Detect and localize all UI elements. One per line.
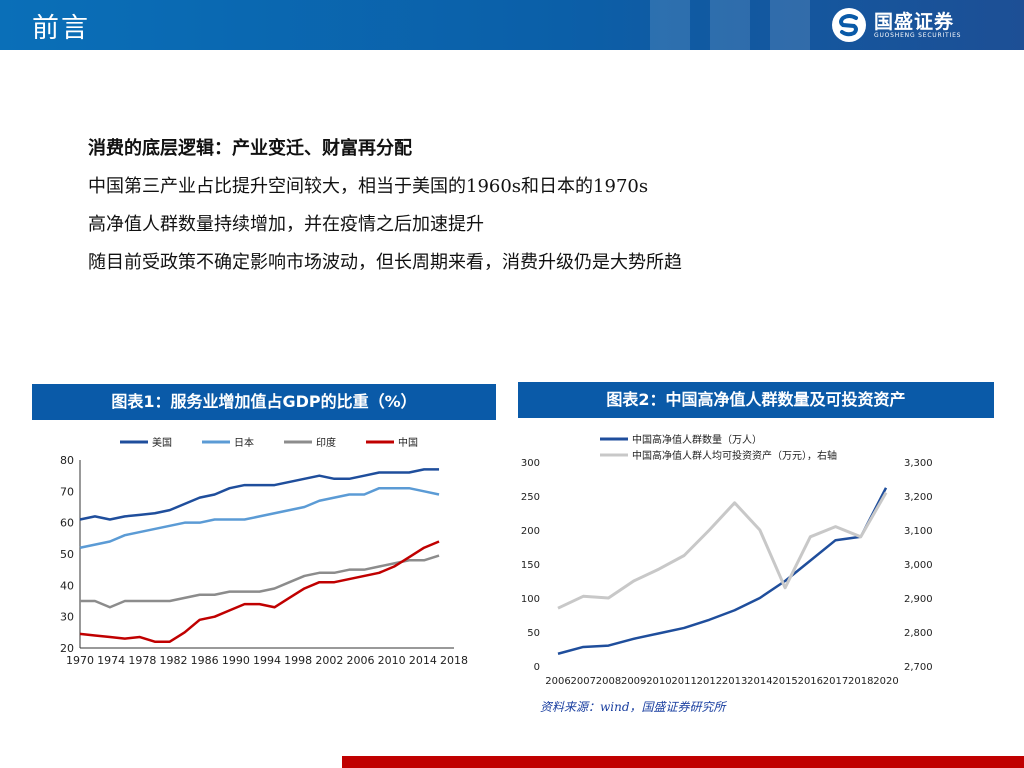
y-right-tick-label: 2,900 <box>904 594 933 605</box>
logo-emblem-icon <box>832 8 866 42</box>
legend-label: 美国 <box>152 436 172 449</box>
header-bar: 前言 国盛证券 GUOSHENG SECURITIES <box>0 0 1024 50</box>
x-tick-label: 1998 <box>284 654 312 667</box>
bottom-accent-bar <box>342 756 1024 768</box>
y-left-tick-label: 100 <box>521 594 540 605</box>
legend-label: 印度 <box>316 436 336 449</box>
x-tick-label: 2014 <box>747 676 772 687</box>
series-line-美国 <box>79 468 440 521</box>
x-tick-label: 1982 <box>160 654 188 667</box>
chart2-high-net-worth: 0 50 100 150 200 250 300 2,700 2,800 2,900 3,000 3,… <box>521 433 933 687</box>
x-tick-label: 2014 <box>409 654 437 667</box>
bullet-item: 高净值人群数量持续增加，并在疫情之后加速提升 <box>88 214 484 235</box>
y-tick-label: 30 <box>60 611 74 624</box>
x-tick-label: 2016 <box>798 676 823 687</box>
x-tick-label: 2017 <box>823 676 848 687</box>
y-tick-label: 50 <box>60 548 74 561</box>
x-tick-label: 2002 <box>315 654 343 667</box>
y-tick-label: 70 <box>60 485 74 498</box>
x-tick-label: 2006 <box>347 654 375 667</box>
x-tick-label: 2011 <box>671 676 696 687</box>
x-tick-label: 2009 <box>621 676 646 687</box>
y-left-tick-label: 300 <box>521 458 540 469</box>
y-left-tick-label: 0 <box>534 662 540 673</box>
x-tick-label: 1974 <box>97 654 125 667</box>
logo-name: 国盛证券 <box>874 11 955 33</box>
x-tick-label: 2006 <box>545 676 570 687</box>
y-left-tick-label: 50 <box>527 628 540 639</box>
x-tick-label: 1986 <box>191 654 219 667</box>
x-tick-label: 2015 <box>772 676 797 687</box>
y-right-tick-label: 3,300 <box>904 458 933 469</box>
series-line-中国 <box>79 540 440 643</box>
y-left-tick-label: 200 <box>521 526 540 537</box>
y-right-tick-label: 3,200 <box>904 492 933 503</box>
y-right-tick-label: 3,000 <box>904 560 933 571</box>
bullet-item: 随目前受政策不确定影响市场波动，但长周期来看，消费升级仍是大势所趋 <box>88 252 682 273</box>
x-tick-label: 1994 <box>253 654 281 667</box>
y-left-tick-label: 150 <box>521 560 540 571</box>
x-tick-label: 2007 <box>571 676 596 687</box>
company-logo: 国盛证券 GUOSHENG SECURITIES <box>826 4 1016 46</box>
legend-label: 中国高净值人群数量（万人） <box>632 433 762 446</box>
header-watermark-shape <box>650 0 810 50</box>
y-tick-label: 80 <box>60 454 74 467</box>
x-tick-label: 1970 <box>66 654 94 667</box>
source-note: 资料来源：wind，国盛证券研究所 <box>540 700 726 714</box>
y-tick-label: 20 <box>60 642 74 655</box>
logo-subtitle: GUOSHENG SECURITIES <box>874 32 962 39</box>
x-tick-label: 2010 <box>646 676 671 687</box>
bullet-item: 消费的底层逻辑：产业变迁、财富再分配 <box>88 138 412 159</box>
x-tick-label: 1978 <box>128 654 156 667</box>
bullet-item: 中国第三产业占比提升空间较大，相当于美国的1960s和日本的1970s <box>88 176 649 197</box>
legend-label: 中国 <box>398 436 418 449</box>
y-tick-label: 60 <box>60 517 74 530</box>
x-tick-label: 2020 <box>873 676 898 687</box>
series-line-印度 <box>80 554 440 609</box>
y-left-tick-label: 250 <box>521 492 540 503</box>
bullet-list: 消费的底层逻辑：产业变迁、财富再分配 中国第三产业占比提升空间较大，相当于美国的… <box>88 130 682 282</box>
x-tick-label: 2012 <box>697 676 722 687</box>
x-tick-label: 2008 <box>596 676 621 687</box>
x-tick-label: 2018 <box>440 654 468 667</box>
series-line-日本 <box>79 486 440 549</box>
x-tick-label: 1990 <box>222 654 250 667</box>
series-line-right <box>557 491 888 610</box>
x-tick-label: 2018 <box>848 676 873 687</box>
y-tick-label: 40 <box>60 579 74 592</box>
x-tick-label: 2013 <box>722 676 747 687</box>
legend-label: 日本 <box>234 436 254 449</box>
page-title: 前言 <box>32 13 90 44</box>
x-tick-label: 2010 <box>378 654 406 667</box>
legend-label: 中国高净值人群人均可投资资产（万元），右轴 <box>632 449 837 462</box>
figure2-title: 图表2：中国高净值人群数量及可投资资产 <box>518 382 994 418</box>
figure1-title: 图表1：服务业增加值占GDP的比重（%） <box>32 384 496 420</box>
series-line-left <box>557 487 888 655</box>
y-right-tick-label: 3,100 <box>904 526 933 537</box>
y-right-tick-label: 2,700 <box>904 662 933 673</box>
y-right-tick-label: 2,800 <box>904 628 933 639</box>
